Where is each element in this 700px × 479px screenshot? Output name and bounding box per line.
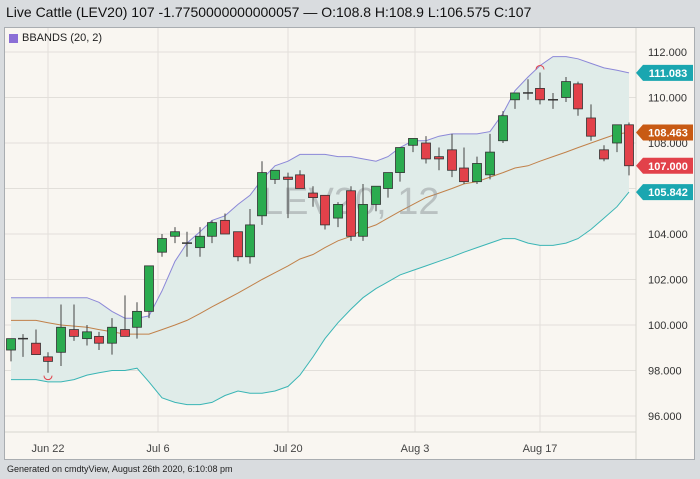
svg-text:98.000: 98.000: [648, 366, 682, 378]
legend-label: BBANDS (20, 2): [22, 32, 103, 44]
bollinger-bands: [11, 56, 630, 406]
svg-text:100.000: 100.000: [648, 320, 688, 332]
svg-text:102.000: 102.000: [648, 275, 688, 287]
svg-text:Jul 6: Jul 6: [146, 443, 169, 455]
svg-text:Jun 22: Jun 22: [31, 443, 64, 455]
svg-text:96.000: 96.000: [648, 411, 682, 423]
legend-swatch-icon: [9, 33, 18, 43]
chart-title: Live Cattle (LEV20) 107 -1.7750000000000…: [6, 4, 532, 20]
svg-text:104.000: 104.000: [648, 229, 688, 241]
svg-text:Aug 17: Aug 17: [523, 443, 558, 455]
svg-text:Aug 3: Aug 3: [401, 443, 430, 455]
svg-text:108.463: 108.463: [648, 127, 688, 139]
svg-text:105.842: 105.842: [648, 187, 688, 199]
svg-text:108.000: 108.000: [648, 138, 688, 150]
svg-text:Jul 20: Jul 20: [273, 443, 302, 455]
svg-text:107.000: 107.000: [648, 161, 688, 173]
candles: [6, 64, 634, 381]
price-badges: 111.083 108.463 107.000 105.842: [636, 64, 693, 201]
generated-footer: Generated on cmdtyView, August 26th 2020…: [7, 464, 233, 474]
svg-text:112.000: 112.000: [648, 47, 687, 59]
svg-text:111.083: 111.083: [649, 68, 688, 80]
indicator-legend[interactable]: BBANDS (20, 2): [9, 32, 102, 44]
svg-text:110.000: 110.000: [648, 93, 687, 105]
